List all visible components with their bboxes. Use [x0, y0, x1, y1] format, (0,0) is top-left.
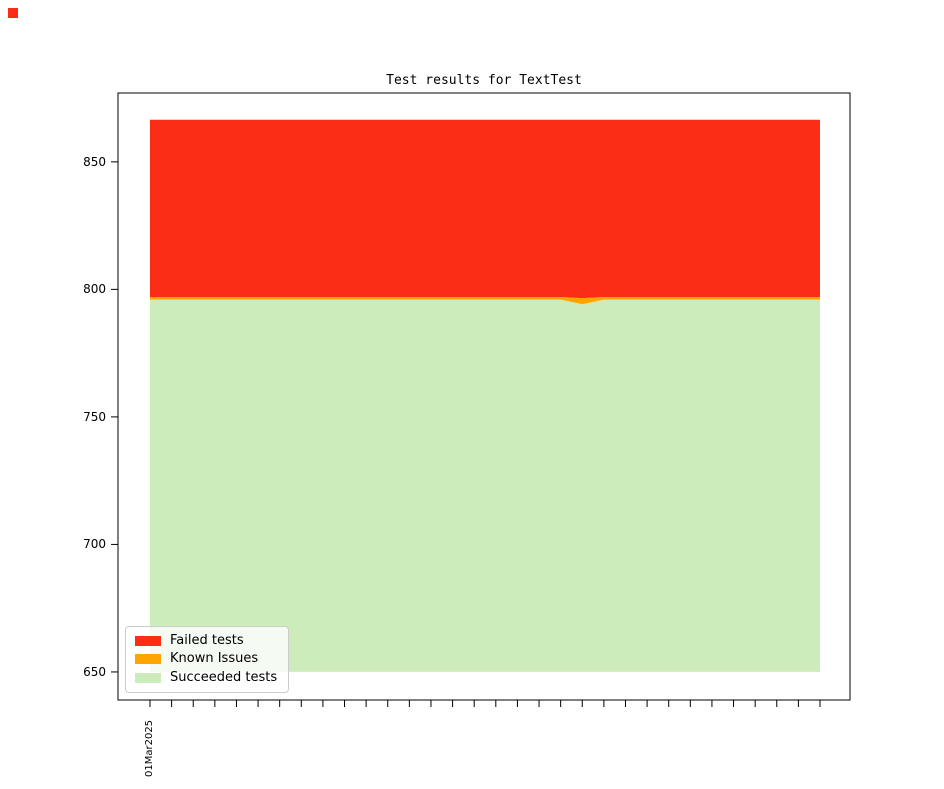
chart-title: Test results for TextTest: [386, 73, 582, 88]
legend: Failed tests Known Issues Succeeded test…: [125, 626, 289, 693]
known-issues-swatch: [135, 654, 161, 665]
axes-border: [117, 92, 851, 701]
succeeded-tests-swatch: [135, 672, 161, 683]
legend-item-failed-tests: Failed tests: [135, 632, 279, 650]
y-tick-label-850: 850: [83, 154, 106, 169]
legend-label-succeeded-tests: Succeeded tests: [170, 669, 278, 685]
y-tick-label-800: 800: [83, 282, 106, 297]
known-issues-area: [150, 297, 820, 305]
legend-item-succeeded-tests: Succeeded tests: [135, 669, 279, 687]
legend-label-known-issues: Known Issues: [170, 651, 259, 667]
legend-item-known-issues: Known Issues: [135, 650, 279, 668]
failed-tests-area: [150, 119, 820, 299]
legend-label-failed-tests: Failed tests: [170, 633, 244, 649]
x-tick-label-01mar2025: 01Mar2025: [144, 719, 155, 777]
failed-tests-swatch: [135, 636, 161, 647]
y-tick-label-750: 750: [83, 409, 106, 424]
y-tick-label-700: 700: [83, 537, 106, 552]
y-tick-label-650: 650: [83, 664, 106, 679]
succeeded-tests-area: [150, 299, 820, 672]
red-square-marker: [8, 8, 18, 18]
